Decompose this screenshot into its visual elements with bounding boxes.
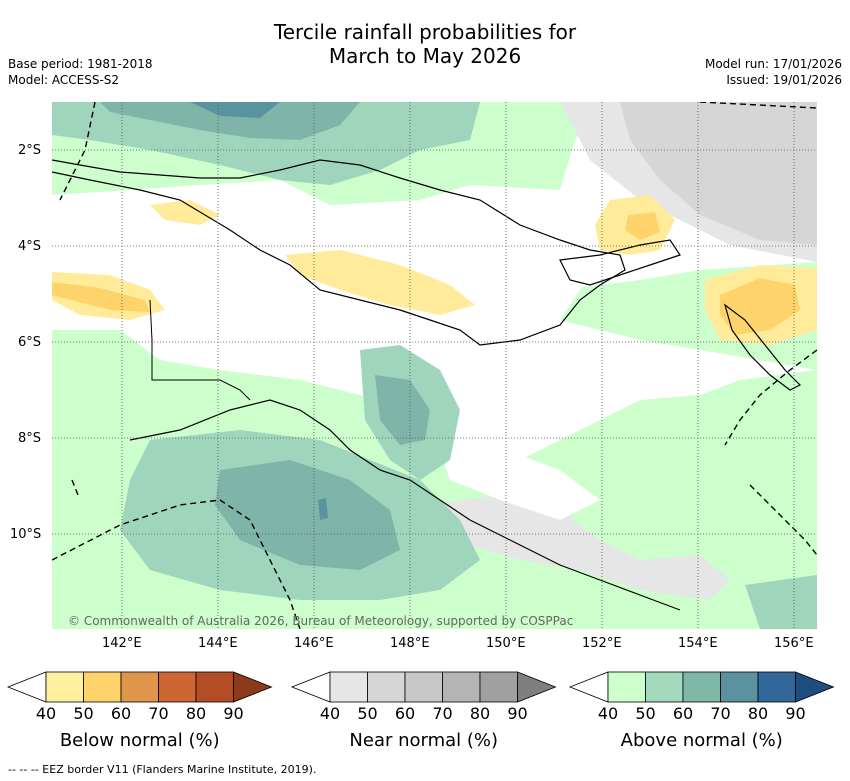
above-normal-50-region <box>745 575 817 629</box>
colorbar-tick-label: 90 <box>785 704 806 723</box>
colorbar-right-extend <box>233 671 273 703</box>
colorbar-tick-label: 70 <box>432 704 453 723</box>
below-normal-40-region <box>285 250 475 315</box>
lon-label-146e: 146°E <box>294 636 334 651</box>
colorbar-segment <box>682 671 721 703</box>
lat-label-8s: 8°S <box>18 431 42 446</box>
colorbar-segment <box>45 671 84 703</box>
colorbar-tick-label: 60 <box>672 704 694 723</box>
below-normal-50-region <box>720 278 800 335</box>
colorbars <box>6 671 835 703</box>
colorbar-title: Above normal (%) <box>620 730 783 751</box>
gridlines <box>52 102 817 629</box>
colorbar-tick-label: 60 <box>110 704 132 723</box>
colorbar-segment <box>479 671 518 703</box>
colorbar-left-extend <box>290 671 331 703</box>
below-normal-50-region <box>625 212 660 240</box>
lat-label-2s: 2°S <box>18 143 42 158</box>
colorbar-segment <box>367 671 406 703</box>
lat-label-4s: 4°S <box>18 239 42 254</box>
below-normal-50-region <box>52 282 150 312</box>
map-title-line1: Tercile rainfall probabilities for <box>273 20 577 44</box>
lon-label-144e: 144°E <box>198 636 238 651</box>
colorbar-segment <box>329 671 368 703</box>
no-dominant-region <box>52 195 600 380</box>
eez-footer-note: -- -- -- EEZ border V11 (Flanders Marine… <box>8 763 317 776</box>
colorbar-title: Below normal (%) <box>59 730 220 751</box>
colorbar-tick-label: 60 <box>394 704 416 723</box>
issued-label: Issued: 19/01/2026 <box>726 73 842 87</box>
copyright-notice: © Commonwealth of Australia 2026, Bureau… <box>68 614 574 628</box>
above-normal-60-region <box>100 102 360 140</box>
colorbar-segment <box>404 671 443 703</box>
colorbar-tick-label: 50 <box>357 704 378 723</box>
model-run-label: Model run: 17/01/2026 <box>704 57 842 71</box>
near-normal-50-region <box>620 102 817 245</box>
colorbar-left-extend <box>568 671 609 703</box>
above-normal-70-region <box>318 498 328 520</box>
above-normal-60-region <box>375 375 430 445</box>
no-dominant-region <box>430 420 600 520</box>
colorbar-title: Near normal (%) <box>349 730 499 751</box>
colorbar-tick-label: 70 <box>148 704 169 723</box>
colorbar-tick-label: 40 <box>597 704 619 723</box>
colorbar-tick-label: 90 <box>223 704 244 723</box>
lon-label-152e: 152°E <box>582 636 622 651</box>
map-title-line2: March to May 2026 <box>328 44 522 68</box>
lon-label-150e: 150°E <box>486 636 526 651</box>
colorbar-right-extend <box>795 671 835 703</box>
indonesia-png-border <box>149 299 251 401</box>
eez-border-line <box>59 102 96 201</box>
base-period-label: Base period: 1981-2018 <box>8 57 153 71</box>
below-normal-40-region <box>150 200 220 225</box>
eez-border-line <box>724 349 817 446</box>
colorbar-tick-label: 80 <box>185 704 207 723</box>
lon-label-148e: 148°E <box>390 636 430 651</box>
colorbar-left-extend <box>6 671 47 703</box>
colorbar-segment <box>195 671 234 703</box>
lon-label-142e: 142°E <box>102 636 142 651</box>
colorbar-segment <box>83 671 122 703</box>
colorbar-tick-label: 50 <box>73 704 94 723</box>
colorbar-segment <box>757 671 796 703</box>
colorbar-tick-label: 80 <box>469 704 491 723</box>
model-label: Model: ACCESS-S2 <box>8 73 120 87</box>
above-normal-50-region <box>52 102 480 185</box>
colorbar-tick-label: 40 <box>35 704 57 723</box>
colorbar-right-extend <box>517 671 557 703</box>
lat-label-6s: 6°S <box>18 335 42 350</box>
near-normal-40-region <box>430 495 730 600</box>
colorbar-tick-label: 50 <box>635 704 656 723</box>
colorbar-segment <box>720 671 759 703</box>
bougainville-coastline <box>723 303 802 391</box>
colorbar-segment <box>120 671 159 703</box>
above-normal-70-region <box>190 102 280 118</box>
colorbar-segment <box>645 671 684 703</box>
lat-label-10s: 10°S <box>10 527 42 542</box>
lon-label-156e: 156°E <box>774 636 814 651</box>
eez-border-line <box>71 479 79 496</box>
lon-label-154e: 154°E <box>678 636 718 651</box>
new-britain-coastline <box>559 239 681 286</box>
colorbar-segment <box>158 671 197 703</box>
colorbar-tick-label: 80 <box>747 704 769 723</box>
colorbar-segment <box>442 671 481 703</box>
eez-border-line <box>749 484 817 556</box>
colorbar-tick-label: 90 <box>507 704 528 723</box>
colorbar-tick-label: 40 <box>319 704 341 723</box>
colorbar-segment <box>607 671 646 703</box>
colorbar-tick-label: 70 <box>710 704 731 723</box>
